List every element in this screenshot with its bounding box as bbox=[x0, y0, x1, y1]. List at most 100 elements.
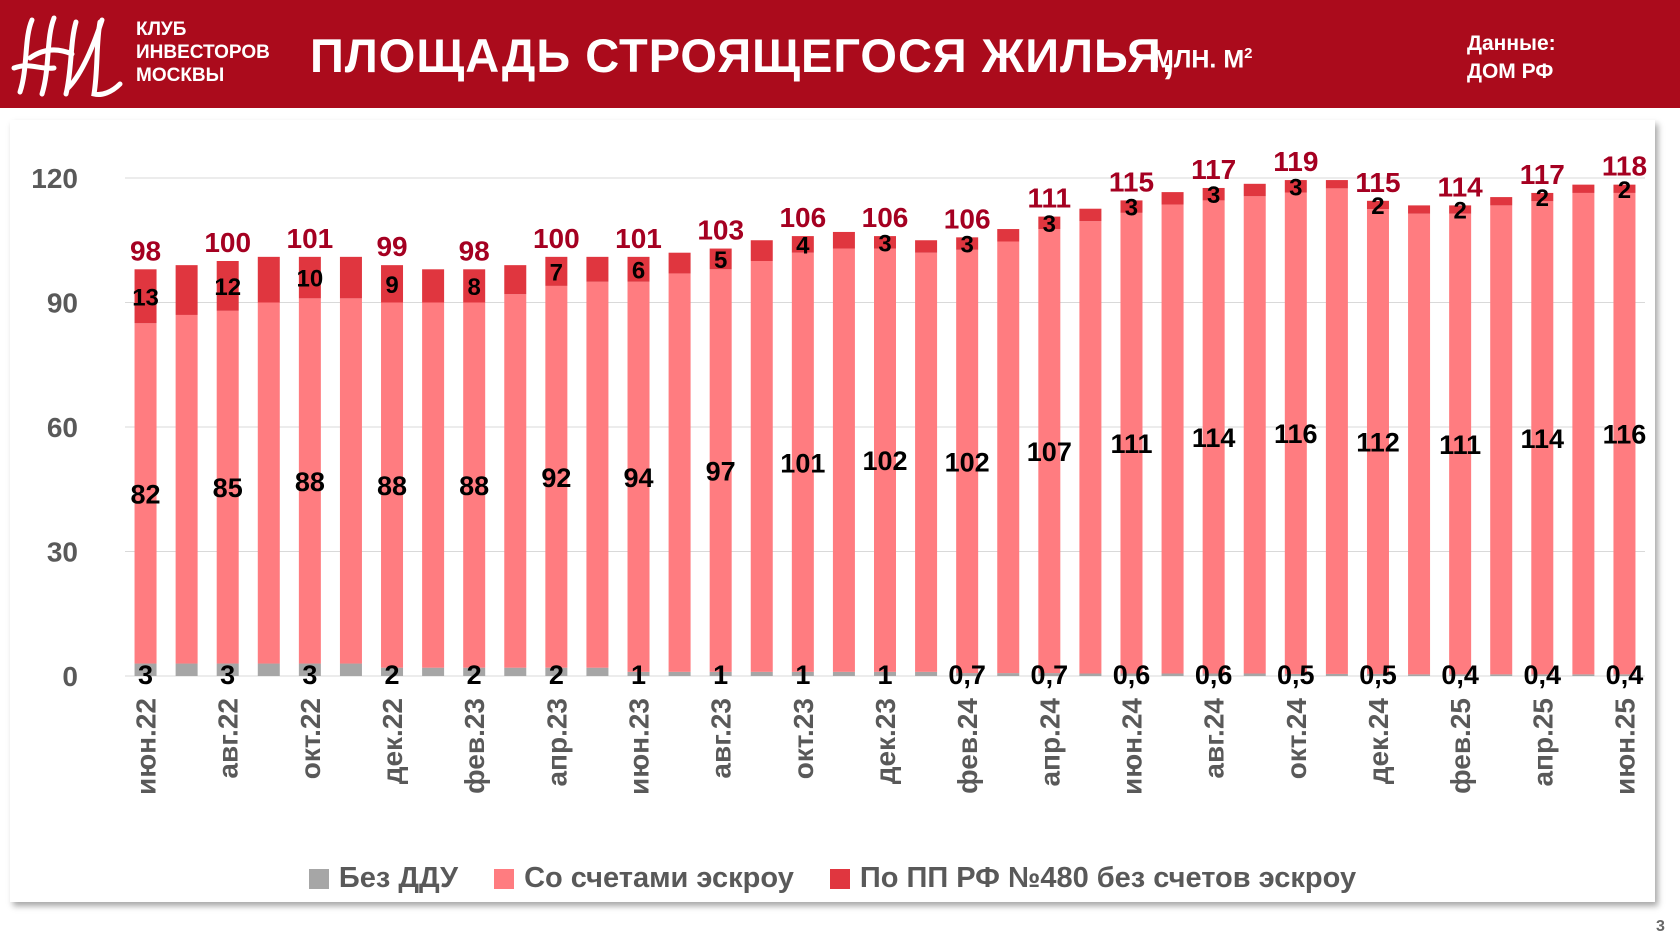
club-name-line-3: МОСКВЫ bbox=[136, 65, 225, 86]
data-label-pp480-0: 13 bbox=[132, 284, 159, 311]
data-label-pp480-20: 3 bbox=[960, 232, 973, 259]
data-label-pp480-4: 10 bbox=[297, 266, 324, 293]
total-label-12: 101 bbox=[615, 223, 662, 254]
bar-segment-s2-15 bbox=[750, 240, 773, 261]
bar-segment-s1-30 bbox=[1366, 209, 1389, 674]
bar-segment-s1-17 bbox=[832, 248, 855, 672]
total-label-10: 100 bbox=[533, 223, 580, 254]
bar-segment-s2-32 bbox=[1449, 205, 1472, 214]
legend-item-escrow: Со счетами эскроу bbox=[494, 862, 794, 895]
legend-swatch-escrow bbox=[494, 868, 515, 889]
bar-segment-s1-3 bbox=[257, 302, 280, 664]
bar-segment-s2-29 bbox=[1325, 180, 1348, 189]
legend-label-pp480: По ПП РФ №480 без счетов эскроу bbox=[859, 862, 1357, 894]
x-tick-label-24: июн.24 bbox=[1116, 698, 1147, 795]
x-tick-label-12: июн.23 bbox=[624, 698, 655, 795]
bar-segment-s0-27 bbox=[1243, 673, 1266, 676]
data-label-pp480-32: 2 bbox=[1453, 198, 1466, 225]
data-label-escrow-30: 112 bbox=[1356, 428, 1400, 458]
data-label-pp480-8: 8 bbox=[468, 274, 481, 301]
bar-segment-s1-31 bbox=[1408, 213, 1431, 675]
data-label-bez-ddu-28: 0,5 bbox=[1277, 660, 1315, 690]
bar-segment-s1-21 bbox=[997, 241, 1020, 674]
total-label-16: 106 bbox=[779, 202, 826, 233]
data-label-bez-ddu-16: 1 bbox=[795, 660, 810, 690]
total-label-30: 115 bbox=[1355, 167, 1400, 198]
bar-segment-s2-22 bbox=[1038, 216, 1061, 230]
bar-segment-s2-27 bbox=[1243, 183, 1266, 197]
bar-segment-s1-28 bbox=[1284, 192, 1307, 674]
bar-segment-s0-28 bbox=[1284, 673, 1307, 676]
bar-segment-s1-23 bbox=[1079, 221, 1102, 674]
legend-item-bez-ddu: Без ДДУ bbox=[308, 862, 459, 895]
bar-segment-s0-23 bbox=[1079, 673, 1102, 676]
bar-segment-s2-31 bbox=[1408, 205, 1431, 214]
total-label-26: 117 bbox=[1191, 154, 1236, 185]
bar-segment-s0-29 bbox=[1325, 673, 1348, 676]
bar-segment-s2-8 bbox=[463, 269, 486, 303]
bar-segment-s0-9 bbox=[504, 667, 527, 676]
data-label-bez-ddu-10: 2 bbox=[549, 660, 564, 690]
total-label-14: 103 bbox=[697, 215, 744, 246]
data-label-escrow-4: 88 bbox=[295, 467, 325, 497]
data-label-pp480-18: 3 bbox=[878, 230, 891, 257]
data-label-escrow-8: 88 bbox=[459, 471, 489, 501]
total-label-28: 119 bbox=[1273, 146, 1318, 177]
title-unit-text: МЛН. М bbox=[1153, 45, 1245, 74]
bar-segment-s2-4 bbox=[298, 256, 321, 299]
data-label-bez-ddu-26: 0,6 bbox=[1195, 660, 1233, 690]
stacked-bar-chart: 03060901203821398июн.2238512100авг.22388… bbox=[31, 146, 1647, 795]
bar-segment-s0-2 bbox=[216, 663, 239, 676]
bar-segment-s0-31 bbox=[1408, 674, 1431, 676]
data-label-bez-ddu-30: 0,5 bbox=[1359, 660, 1397, 690]
data-label-pp480-26: 3 bbox=[1207, 182, 1220, 209]
data-label-escrow-34: 114 bbox=[1521, 424, 1565, 454]
bar-segment-s0-17 bbox=[832, 671, 855, 676]
bar-segment-s1-7 bbox=[422, 302, 445, 668]
data-source: Данные: ДОМ РФ bbox=[1467, 30, 1556, 86]
x-tick-label-16: окт.23 bbox=[788, 698, 819, 779]
bar-segment-s2-20 bbox=[956, 237, 979, 250]
y-tick-label-0: 0 bbox=[62, 661, 78, 692]
bar-segment-s0-6 bbox=[381, 667, 404, 676]
data-label-pp480-24: 3 bbox=[1125, 195, 1138, 222]
bar-segment-s2-34 bbox=[1531, 192, 1554, 202]
bar-segment-s0-25 bbox=[1161, 673, 1184, 676]
data-label-escrow-14: 97 bbox=[706, 457, 736, 487]
source-label: Данные: bbox=[1467, 32, 1556, 55]
data-label-escrow-20: 102 bbox=[945, 447, 990, 477]
bar-segment-s0-26 bbox=[1202, 673, 1225, 676]
data-label-bez-ddu-32: 0,4 bbox=[1441, 660, 1479, 690]
total-label-34: 117 bbox=[1520, 159, 1565, 190]
bar-segment-s2-25 bbox=[1161, 192, 1184, 205]
page-title: ПЛОЩАДЬ СТРОЯЩЕГОСЯ ЖИЛЬЯ, bbox=[310, 29, 1176, 82]
bar-segment-s1-11 bbox=[586, 281, 609, 668]
bar-segment-s0-4 bbox=[298, 663, 321, 676]
bar-segment-s1-2 bbox=[216, 310, 239, 664]
data-label-pp480-34: 2 bbox=[1536, 185, 1549, 212]
x-tick-label-32: фев.25 bbox=[1445, 698, 1476, 794]
bar-segment-s1-10 bbox=[545, 285, 568, 668]
bar-segment-s0-20 bbox=[956, 673, 979, 676]
x-tick-label-8: фев.23 bbox=[459, 698, 490, 794]
bar-segment-s2-2 bbox=[216, 261, 239, 311]
data-label-bez-ddu-18: 1 bbox=[877, 660, 892, 690]
bar-segment-s0-21 bbox=[997, 673, 1020, 676]
data-label-bez-ddu-2: 3 bbox=[220, 660, 235, 690]
data-label-escrow-10: 92 bbox=[541, 463, 571, 493]
total-label-32: 114 bbox=[1438, 171, 1484, 202]
data-label-bez-ddu-8: 2 bbox=[467, 660, 482, 690]
data-label-escrow-32: 111 bbox=[1439, 430, 1481, 460]
chart-panel: 0 30 60 90 120 3 82 13 98 июн.22 3 85 12 100 авг.22 3 88… bbox=[10, 120, 1655, 902]
data-label-escrow-0: 82 bbox=[131, 479, 161, 509]
bar-segment-s2-9 bbox=[504, 265, 527, 295]
bar-segment-s0-18 bbox=[874, 671, 896, 676]
bar-segment-s1-4 bbox=[298, 298, 321, 664]
bar-segment-s0-8 bbox=[463, 667, 486, 676]
total-label-22: 111 bbox=[1028, 183, 1072, 214]
data-label-bez-ddu-4: 3 bbox=[302, 660, 317, 690]
legend-label-bez-ddu: Без ДДУ bbox=[338, 862, 459, 894]
data-label-pp480-30: 2 bbox=[1371, 193, 1384, 220]
bar-segment-s2-23 bbox=[1079, 208, 1102, 222]
data-label-pp480-12: 6 bbox=[632, 257, 645, 284]
